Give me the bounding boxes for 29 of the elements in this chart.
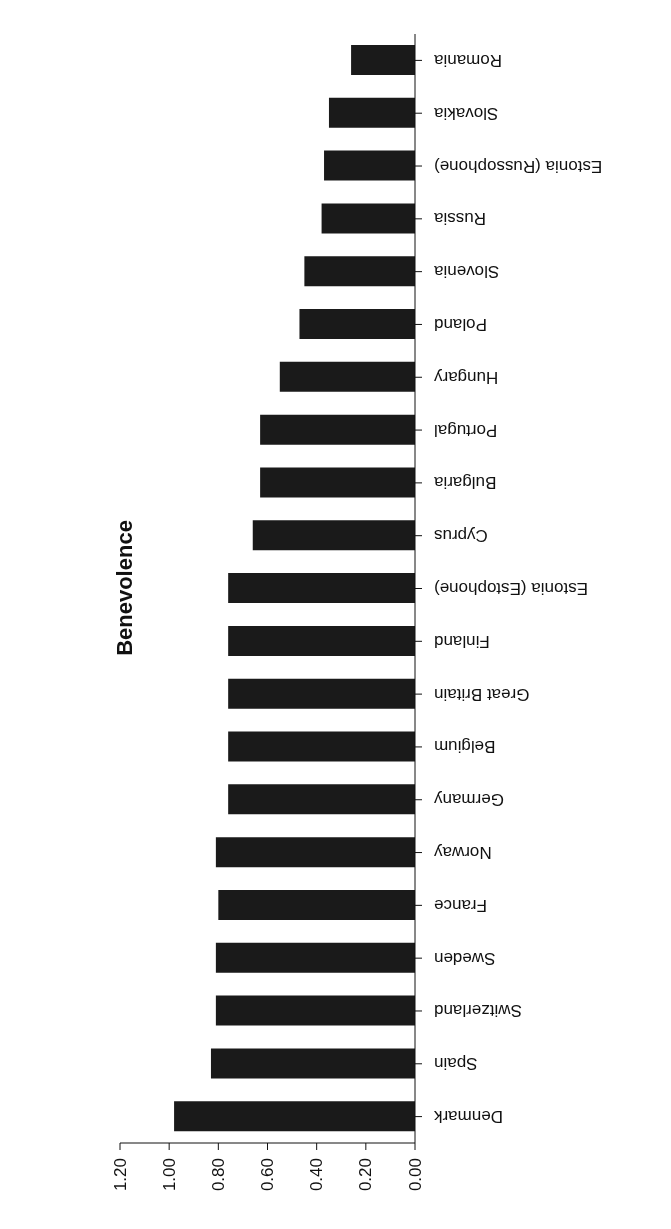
y-tick-label: Romania xyxy=(433,50,503,70)
y-tick-label: Bulgaria xyxy=(433,473,497,493)
y-tick-label: Russia xyxy=(433,209,486,229)
y-tick-label: Sweden xyxy=(434,948,496,968)
y-tick-label: Belgium xyxy=(434,737,496,757)
x-tick-label: 0.40 xyxy=(307,1158,327,1192)
y-tick-label: Denmark xyxy=(433,1107,503,1127)
x-tick-label: 0.20 xyxy=(356,1158,376,1192)
y-tick-label: Slovenia xyxy=(433,262,500,282)
y-tick-label: Portugal xyxy=(434,420,498,440)
y-tick-label: Hungary xyxy=(433,367,499,387)
y-tick-label: Great Britain xyxy=(434,684,530,704)
text: Benevolence xyxy=(112,520,137,656)
y-tick-label: Switzerland xyxy=(434,1001,522,1021)
y-tick-label: Estonia (Russophone) xyxy=(434,156,603,176)
y-tick-label: Poland xyxy=(434,314,487,334)
y-tick-label: Estonia (Estophone) xyxy=(434,579,589,598)
x-tick-label: 1.00 xyxy=(159,1158,179,1192)
x-tick-label: 0.60 xyxy=(258,1158,277,1192)
x-tick-label: 0.00 xyxy=(405,1158,425,1192)
y-tick-label: Germany xyxy=(433,790,504,810)
x-tick-label: 0.80 xyxy=(208,1158,228,1192)
y-tick-label: Slovakia xyxy=(433,103,499,123)
y-tick-label: Spain xyxy=(434,1054,478,1074)
y-tick-label: Finland xyxy=(434,631,490,651)
y-tick-label: Cyprus xyxy=(434,526,488,546)
y-tick-label: Norway xyxy=(433,843,492,863)
x-tick-label: 1.20 xyxy=(110,1158,130,1192)
y-tick-label: France xyxy=(434,895,487,915)
